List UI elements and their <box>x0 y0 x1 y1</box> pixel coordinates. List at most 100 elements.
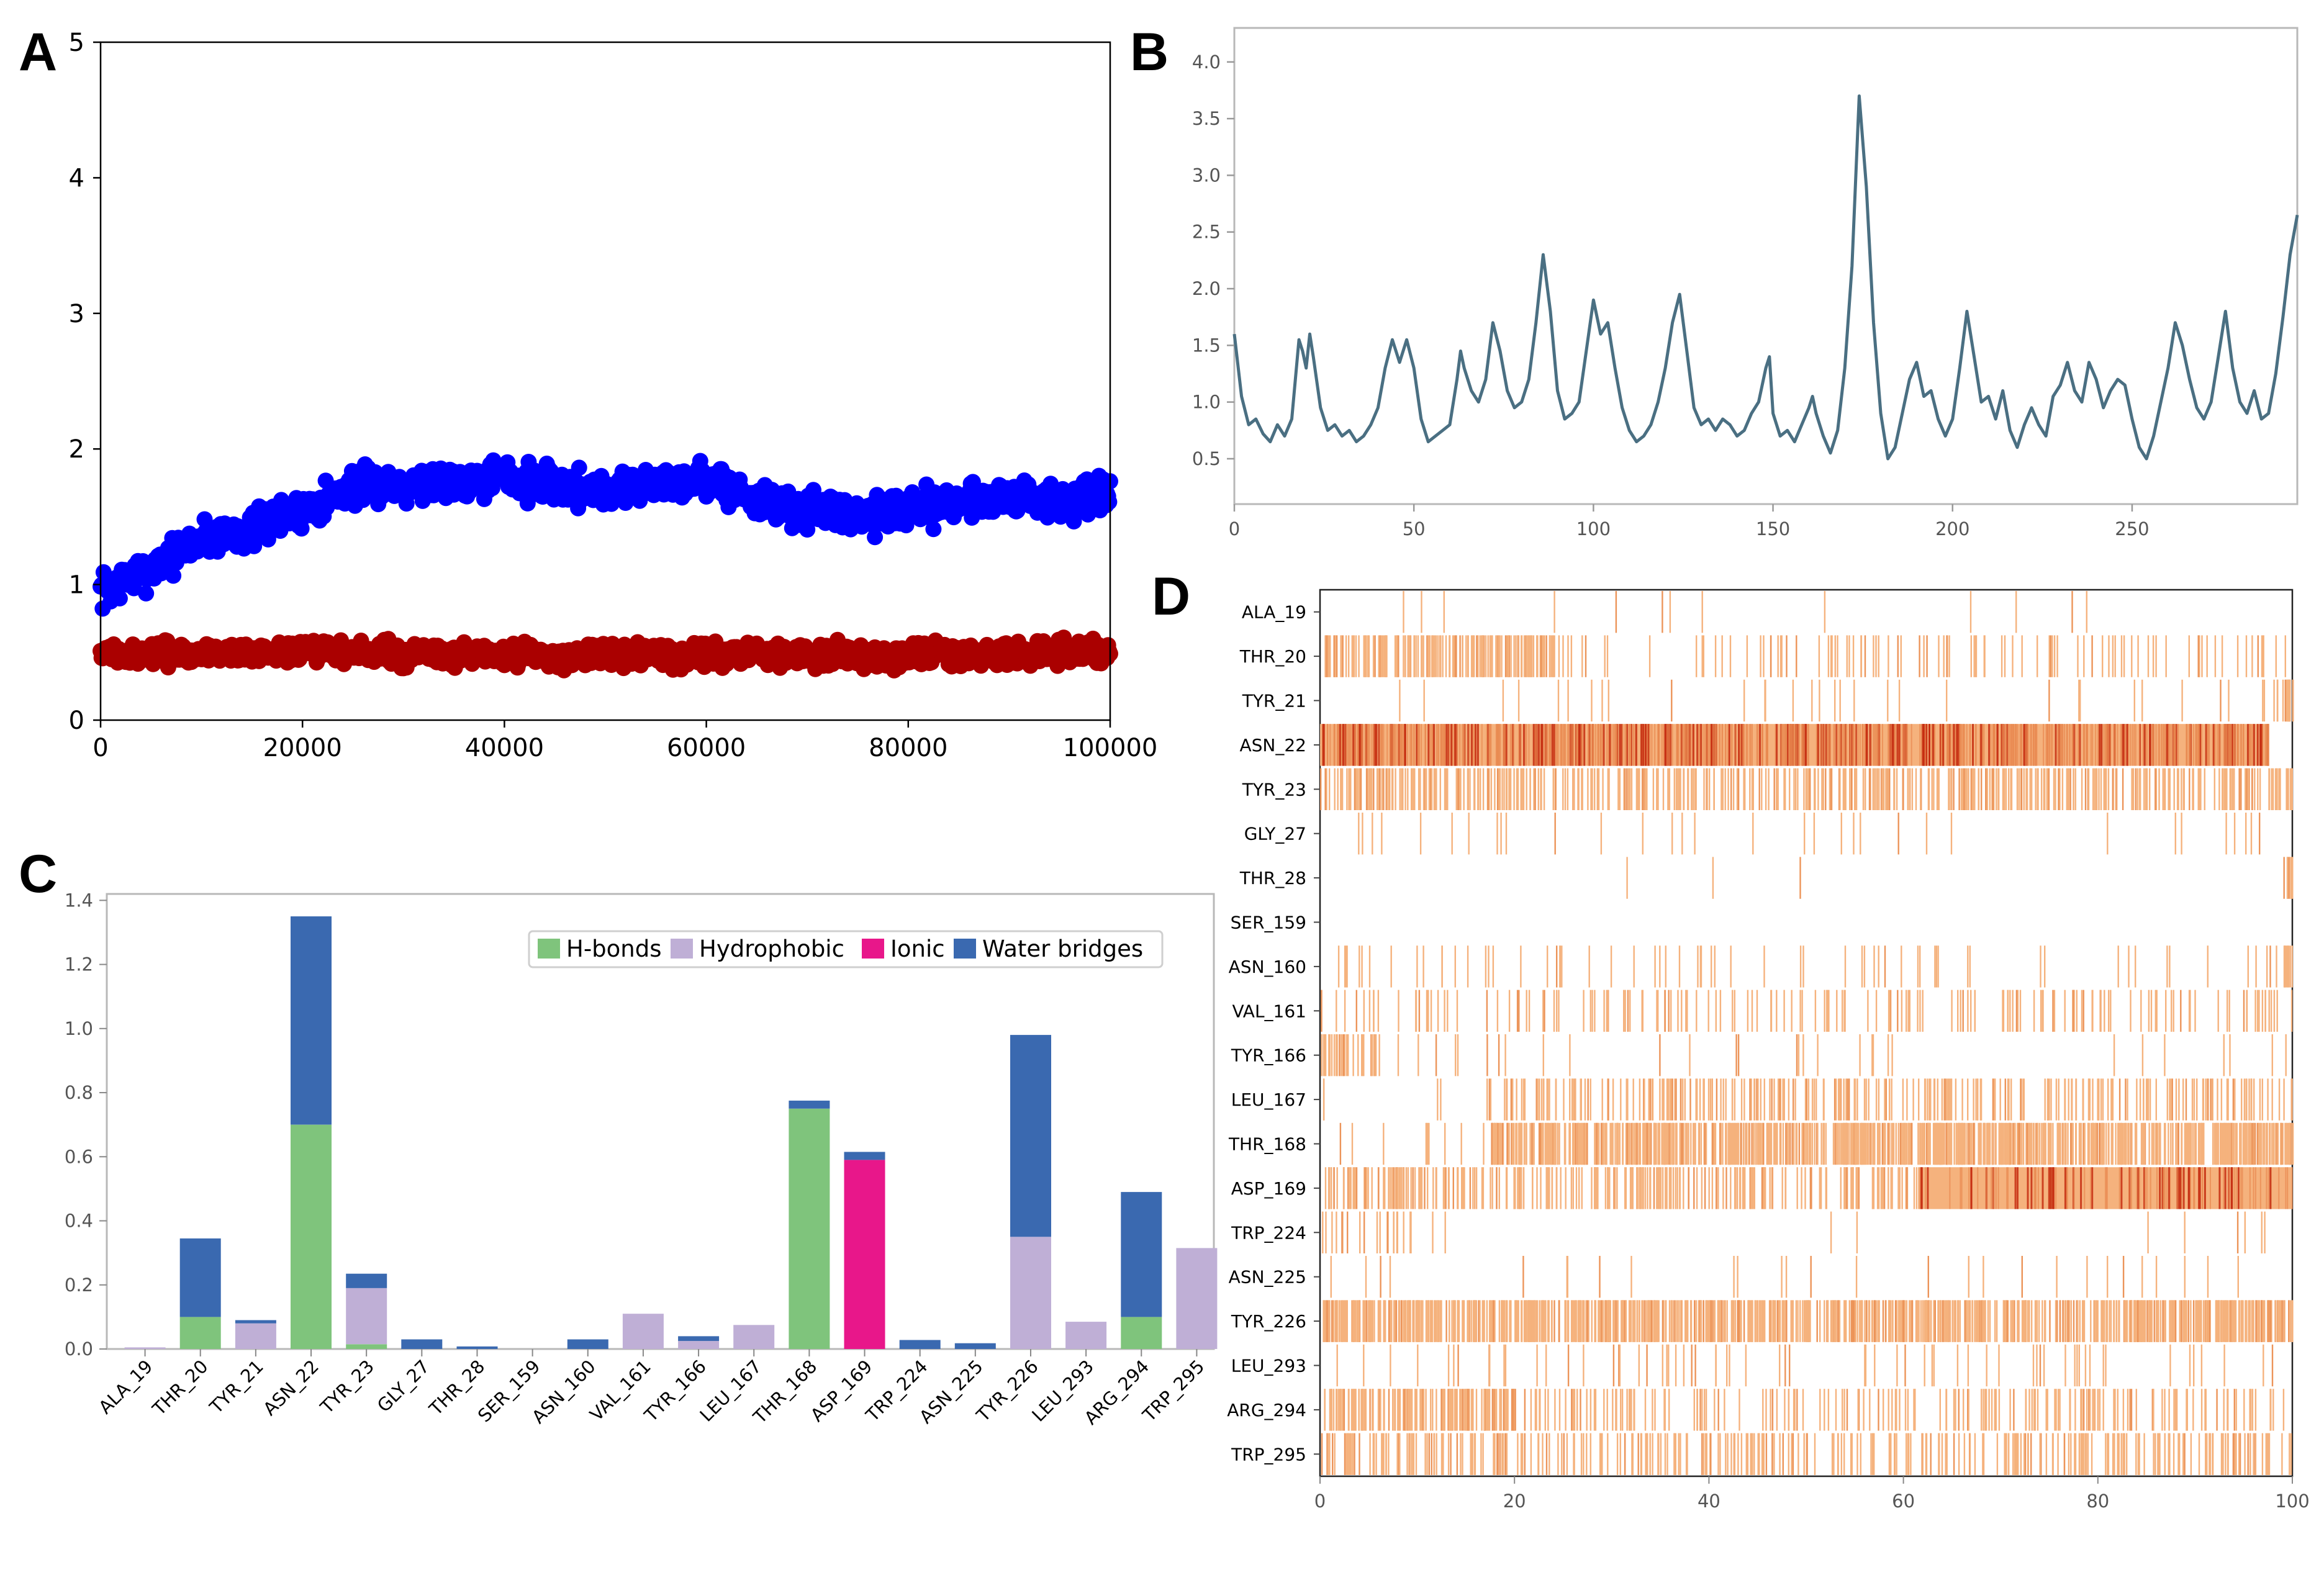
contact-frame <box>1373 1034 1375 1076</box>
contact-frame <box>2133 679 2135 722</box>
contact-frame <box>1329 724 1331 766</box>
contact-frame <box>1542 1034 1544 1076</box>
contact-frame <box>1365 724 1367 766</box>
contact-frame <box>1959 724 1961 766</box>
contact-frame <box>1692 768 1694 810</box>
contact-frame <box>2233 768 2235 810</box>
contact-frame <box>1803 768 1805 810</box>
contact-frame <box>1674 1078 1676 1121</box>
contact-frame <box>2291 945 2293 988</box>
contact-frame <box>2073 768 2074 810</box>
contact-frame <box>1695 1078 1697 1121</box>
contact-frame <box>2143 724 2146 766</box>
contact-frame <box>1540 635 1542 677</box>
contact-frame <box>1524 724 1526 766</box>
contact-frame <box>1341 635 1342 677</box>
contact-frame <box>1779 1078 1781 1121</box>
bar-segment-water-bridges <box>844 1152 885 1160</box>
contact-frame <box>1804 724 1806 766</box>
contact-frame <box>1401 768 1403 810</box>
contact-frame <box>2003 768 2005 810</box>
contact-frame <box>1591 990 1593 1032</box>
contact-frame <box>2020 1078 2022 1121</box>
contact-frame <box>2066 768 2068 810</box>
contact-frame <box>2283 1078 2285 1121</box>
contact-frame <box>1743 679 1745 722</box>
contact-frame <box>1970 768 1972 810</box>
contact-frame <box>1713 1122 1716 1165</box>
contact-frame <box>2261 990 2264 1032</box>
contact-frame <box>1539 1078 1540 1121</box>
contact-frame <box>2233 813 2236 855</box>
contact-frame <box>1431 768 1433 810</box>
contact-frame <box>1467 768 1469 810</box>
contact-frame <box>1520 768 1522 810</box>
contact-frame <box>1394 724 1396 766</box>
contact-frame <box>1794 724 1796 766</box>
contact-frame <box>1346 1034 1348 1076</box>
contact-frame <box>1399 768 1401 810</box>
contact-frame <box>1344 990 1346 1032</box>
contact-frame <box>1729 635 1732 677</box>
contact-frame <box>1765 679 1766 722</box>
contact-frame <box>2272 768 2274 810</box>
contact-frame <box>1875 990 1878 1032</box>
contact-frame <box>1522 768 1525 810</box>
contact-frame <box>1781 724 1783 766</box>
contact-frame <box>1994 1122 1996 1165</box>
contact-frame <box>1714 724 1716 766</box>
contact-frame <box>1644 724 1645 766</box>
contact-frame <box>1378 635 1381 677</box>
contact-frame <box>1450 724 1453 766</box>
contact-frame <box>1344 724 1345 766</box>
contact-frame <box>1445 724 1448 766</box>
contact-frame <box>1542 724 1544 766</box>
contact-frame <box>1635 768 1638 810</box>
contact-frame <box>1604 635 1606 677</box>
contact-frame <box>2164 768 2166 810</box>
contact-frame <box>1865 724 1866 766</box>
contact-frame <box>2171 990 2173 1032</box>
contact-frame <box>1659 1078 1661 1121</box>
contact-frame <box>1435 635 1437 677</box>
contact-frame <box>1320 768 1322 810</box>
contact-frame <box>2259 813 2261 855</box>
contact-frame <box>1670 990 1672 1032</box>
contact-frame <box>1567 635 1569 677</box>
contact-frame <box>2007 1078 2009 1121</box>
contact-frame <box>1521 1078 1523 1121</box>
contact-frame <box>1546 1078 1548 1121</box>
bar-segment-water-bridges <box>789 1100 830 1109</box>
contact-frame <box>1907 768 1909 810</box>
contact-frame <box>2275 635 2277 677</box>
contact-frame <box>2195 724 2197 766</box>
contact-frame <box>1363 990 1365 1032</box>
contact-frame <box>1749 1078 1751 1121</box>
contact-frame <box>1442 724 1443 766</box>
contact-frame <box>1487 635 1489 677</box>
contact-frame <box>1858 1122 1860 1165</box>
contact-frame <box>1943 635 1945 677</box>
contact-frame <box>2217 990 2219 1032</box>
contact-frame <box>1833 724 1835 766</box>
contact-frame <box>1994 1078 1996 1121</box>
contact-frame <box>1950 813 1953 855</box>
contact-frame <box>2152 635 2154 677</box>
contact-frame <box>2284 635 2286 677</box>
contact-frame <box>2069 768 2071 810</box>
contact-frame <box>1542 990 1544 1032</box>
contact-frame <box>1722 1078 1724 1121</box>
contact-frame <box>2221 635 2223 677</box>
bar-segment-h-bonds <box>346 1344 387 1349</box>
contact-frame <box>1357 724 1359 766</box>
contact-frame <box>2091 990 2093 1032</box>
contact-frame <box>1882 724 1883 766</box>
contact-frame <box>1623 990 1625 1032</box>
contact-frame <box>1738 724 1740 766</box>
contact-frame <box>1619 768 1621 810</box>
contact-frame <box>1824 990 1825 1032</box>
contact-frame <box>1728 724 1730 766</box>
contact-frame <box>1892 1122 1895 1165</box>
contact-frame <box>1996 724 1999 766</box>
contact-frame <box>1884 945 1886 988</box>
